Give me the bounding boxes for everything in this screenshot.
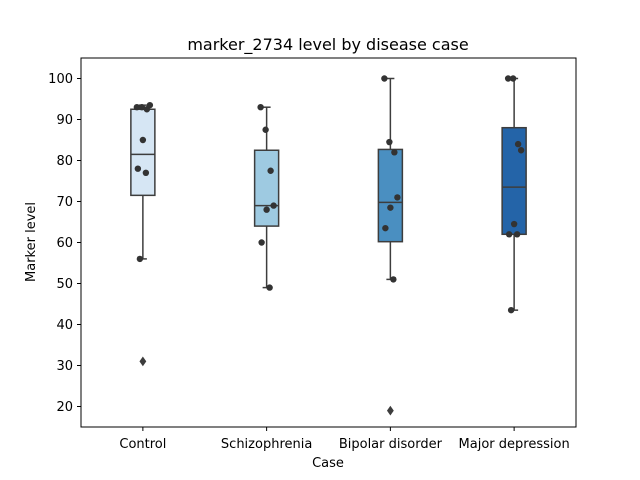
y-tick-label: 90 (56, 113, 73, 128)
x-tick-label: Bipolar disorder (339, 437, 443, 452)
data-point (262, 126, 269, 133)
data-point (386, 138, 393, 146)
data-point (382, 224, 389, 232)
outlier-marker (386, 405, 394, 416)
box-schizophrenia (253, 149, 280, 227)
data-point (509, 75, 517, 82)
data-point (138, 104, 146, 111)
plot-area: 20 30 40 50 60 70 80 90 100 Control Schizophrenia B… (48, 57, 577, 452)
y-tick-label: 70 (56, 195, 73, 210)
y-tick-label: 80 (56, 154, 73, 169)
data-point (505, 231, 513, 238)
y-tick-label: 100 (48, 72, 73, 87)
outlier-marker (139, 356, 147, 367)
x-tick-label: Schizophrenia (221, 437, 312, 452)
box-major-depression (501, 126, 527, 236)
x-axis-label: Case (312, 456, 344, 471)
data-point (387, 204, 394, 211)
data-point (139, 136, 147, 144)
y-tick-label: 30 (56, 359, 73, 374)
x-tick-label: Control (119, 437, 166, 452)
data-point (133, 104, 141, 111)
data-point (134, 165, 142, 172)
data-point (142, 169, 150, 176)
y-tick-label: 50 (56, 277, 73, 292)
data-point (517, 147, 525, 154)
data-point (510, 220, 518, 228)
data-point (267, 167, 274, 174)
data-point (146, 101, 154, 109)
data-point (136, 255, 144, 263)
data-point (381, 75, 388, 82)
x-tick-label: Major depression (459, 437, 570, 452)
data-point (504, 75, 512, 82)
data-point (258, 239, 265, 246)
data-point (266, 284, 273, 291)
y-tick-label: 60 (56, 236, 73, 251)
data-point (391, 149, 398, 156)
data-point (257, 104, 264, 111)
data-point (514, 140, 522, 148)
data-point (270, 202, 277, 209)
y-tick-label: 40 (56, 318, 73, 333)
data-point (263, 206, 270, 213)
data-point (513, 231, 521, 238)
data-point (394, 194, 401, 201)
box-control (130, 108, 156, 197)
chart-title: marker_2734 level by disease case (187, 35, 468, 55)
data-point (390, 276, 397, 283)
y-tick-label: 20 (56, 400, 73, 415)
y-axis-label: Marker level (24, 202, 39, 282)
data-point (507, 306, 515, 314)
